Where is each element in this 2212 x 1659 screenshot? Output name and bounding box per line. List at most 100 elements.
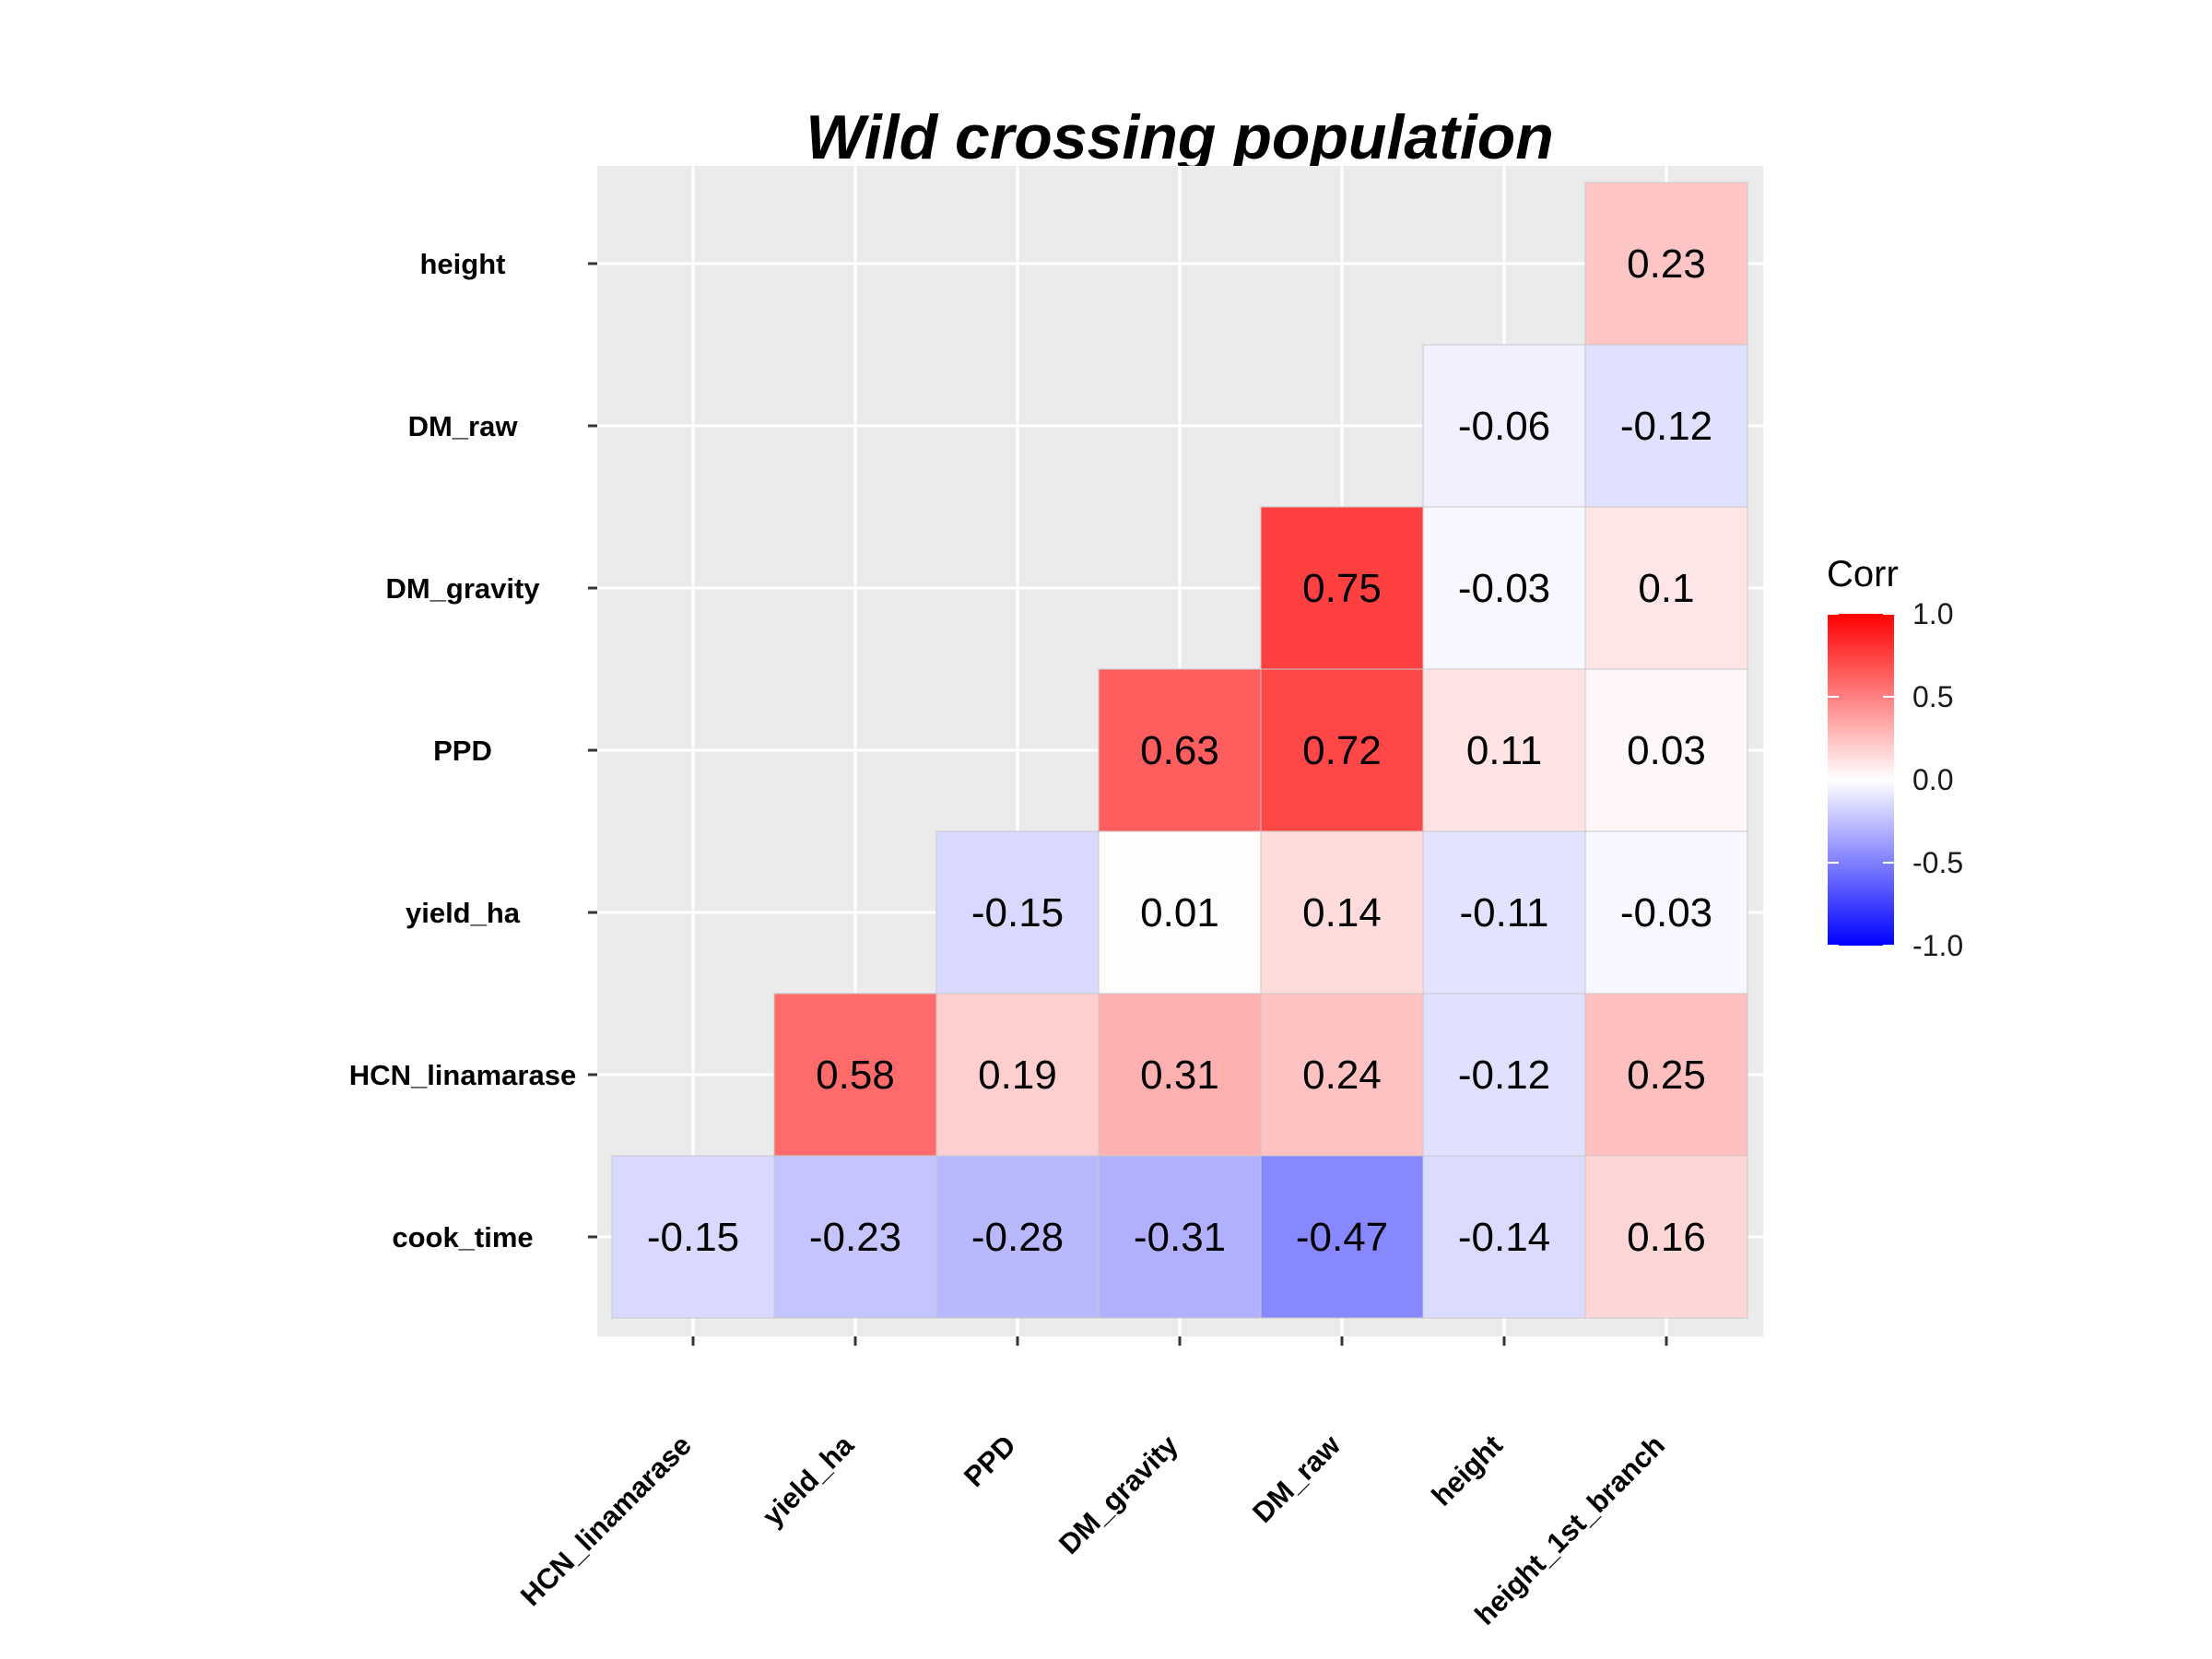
heatmap-cell: 0.16 [1584, 1155, 1748, 1319]
heatmap-cell: 0.01 [1098, 830, 1262, 994]
heatmap-cell-tile [773, 993, 937, 1157]
y-tick-label: HCN_linamarase [349, 1059, 576, 1091]
heatmap-cell-tile [1584, 993, 1748, 1157]
y-tick-label: yield_ha [406, 897, 521, 929]
heatmap-cell-label: -0.15 [971, 890, 1064, 935]
legend-tick-label: 0.5 [1912, 680, 1953, 713]
heatmap-cell-tile [1260, 506, 1424, 670]
heatmap-cell-tile [773, 1155, 937, 1319]
heatmap-cell: -0.15 [611, 1155, 775, 1319]
heatmap-cell-label: -0.03 [1620, 890, 1712, 935]
heatmap-cell-tile [1098, 668, 1262, 832]
heatmap-cell-label: 0.23 [1627, 241, 1706, 287]
heatmap-cell: -0.31 [1098, 1155, 1262, 1319]
heatmap-cell-label: 0.63 [1140, 728, 1219, 773]
heatmap-cell-label: -0.31 [1134, 1215, 1226, 1260]
heatmap-cell: 0.63 [1098, 668, 1262, 832]
heatmap-cell-label: 0.19 [978, 1053, 1057, 1098]
heatmap-cell-label: -0.14 [1458, 1215, 1550, 1260]
heatmap-cell-label: 0.1 [1638, 566, 1694, 611]
heatmap-cell: -0.12 [1584, 344, 1748, 508]
heatmap-cell: 0.24 [1260, 993, 1424, 1157]
heatmap-cell-label: -0.12 [1620, 404, 1712, 449]
heatmap-cell-tile [1422, 1155, 1586, 1319]
legend: Corr 1.0 0.5 0.0 -0.5 -1.0 [1827, 554, 1963, 962]
heatmap-cell-tile [1584, 182, 1748, 346]
heatmap-cell-label: 0.31 [1140, 1053, 1219, 1098]
heatmap-cell: -0.12 [1422, 993, 1586, 1157]
heatmap-cell-tile [1260, 993, 1424, 1157]
heatmap-cell-label: 0.75 [1302, 566, 1382, 611]
x-tick-label: HCN_linamarase [514, 1429, 698, 1612]
heatmap-cell-label: 0.16 [1627, 1215, 1706, 1260]
axis-ticks [588, 262, 1668, 1346]
heatmap-cell: 0.19 [935, 993, 1100, 1157]
heatmap-cell-label: 0.14 [1302, 890, 1382, 935]
legend-tick-label: -1.0 [1912, 929, 1963, 962]
y-tick-label: DM_gravity [385, 572, 540, 605]
heatmap-cell-tile [1260, 830, 1424, 994]
heatmap-cell-label: 0.03 [1627, 728, 1706, 773]
heatmap-cell: -0.03 [1584, 830, 1748, 994]
heatmap-cell: 0.1 [1584, 506, 1748, 670]
heatmap-cell: -0.03 [1422, 506, 1586, 670]
x-tick-label: PPD [958, 1429, 1022, 1493]
x-tick-label: DM_gravity [1053, 1429, 1184, 1560]
heatmap-cell-tile [935, 830, 1100, 994]
heatmap-cell: -0.23 [773, 1155, 937, 1319]
heatmap-cell: -0.15 [935, 830, 1100, 994]
heatmap-cell-label: -0.15 [647, 1215, 739, 1260]
x-tick-label: DM_raw [1246, 1429, 1347, 1529]
heatmap-cell-tile [1260, 668, 1424, 832]
heatmap-cell-label: 0.58 [816, 1053, 895, 1098]
heatmap-cells: -0.15 -0.23 -0.28 -0.31 -0.47 -0.14 0.16 0.58 0.… [611, 182, 1748, 1319]
heatmap-cell: 0.11 [1422, 668, 1586, 832]
heatmap-cell-tile [1098, 1155, 1262, 1319]
legend-title: Corr [1827, 554, 1899, 594]
heatmap-cell-tile [1422, 668, 1586, 832]
heatmap-cell-tile [1584, 344, 1748, 508]
heatmap-cell-tile [1422, 993, 1586, 1157]
heatmap-cell-label: -0.47 [1296, 1215, 1388, 1260]
heatmap-cell-label: -0.06 [1458, 404, 1550, 449]
heatmap-cell-tile [1584, 506, 1748, 670]
heatmap-cell-label: -0.11 [1459, 890, 1548, 935]
chart-title: Wild crossing population [806, 102, 1554, 172]
heatmap-cell-label: -0.28 [971, 1215, 1064, 1260]
x-tick-label: yield_ha [756, 1429, 860, 1533]
heatmap-cell: -0.11 [1422, 830, 1586, 994]
heatmap-cell-tile [1260, 1155, 1424, 1319]
heatmap-cell: 0.14 [1260, 830, 1424, 994]
heatmap-cell: 0.75 [1260, 506, 1424, 670]
heatmap-cell-tile [611, 1155, 775, 1319]
y-tick-label: height [420, 248, 506, 280]
heatmap-cell-tile [1422, 344, 1586, 508]
heatmap-cell: 0.03 [1584, 668, 1748, 832]
heatmap-cell-label: 0.25 [1627, 1053, 1706, 1098]
legend-tick-label: 1.0 [1912, 597, 1953, 630]
heatmap-cell-label: 0.72 [1302, 728, 1382, 773]
x-axis-labels: HCN_linamarase yield_ha PPD DM_gravity DM_ra… [514, 1429, 1671, 1631]
y-tick-label: cook_time [392, 1221, 533, 1253]
heatmap-cell-tile [1584, 668, 1748, 832]
heatmap-cell: 0.31 [1098, 993, 1262, 1157]
heatmap-cell-tile [935, 1155, 1100, 1319]
heatmap-cell: 0.58 [773, 993, 937, 1157]
heatmap-cell: 0.23 [1584, 182, 1748, 346]
heatmap-cell: -0.14 [1422, 1155, 1586, 1319]
x-tick-label: height [1425, 1429, 1509, 1512]
heatmap-cell: -0.06 [1422, 344, 1586, 508]
heatmap-cell-tile [1584, 1155, 1748, 1319]
heatmap-cell-label: -0.12 [1458, 1053, 1550, 1098]
legend-tick-label: -0.5 [1912, 846, 1963, 879]
legend-ticks: 1.0 0.5 0.0 -0.5 -1.0 [1828, 597, 1963, 962]
heatmap-cell-label: -0.23 [809, 1215, 901, 1260]
heatmap-cell: -0.47 [1260, 1155, 1424, 1319]
heatmap-cell-label: 0.24 [1302, 1053, 1382, 1098]
y-tick-label: PPD [433, 735, 492, 767]
heatmap-cell-label: 0.01 [1140, 890, 1219, 935]
heatmap-cell: 0.72 [1260, 668, 1424, 832]
heatmap-cell-tile [1098, 993, 1262, 1157]
heatmap-cell-tile [1422, 506, 1586, 670]
